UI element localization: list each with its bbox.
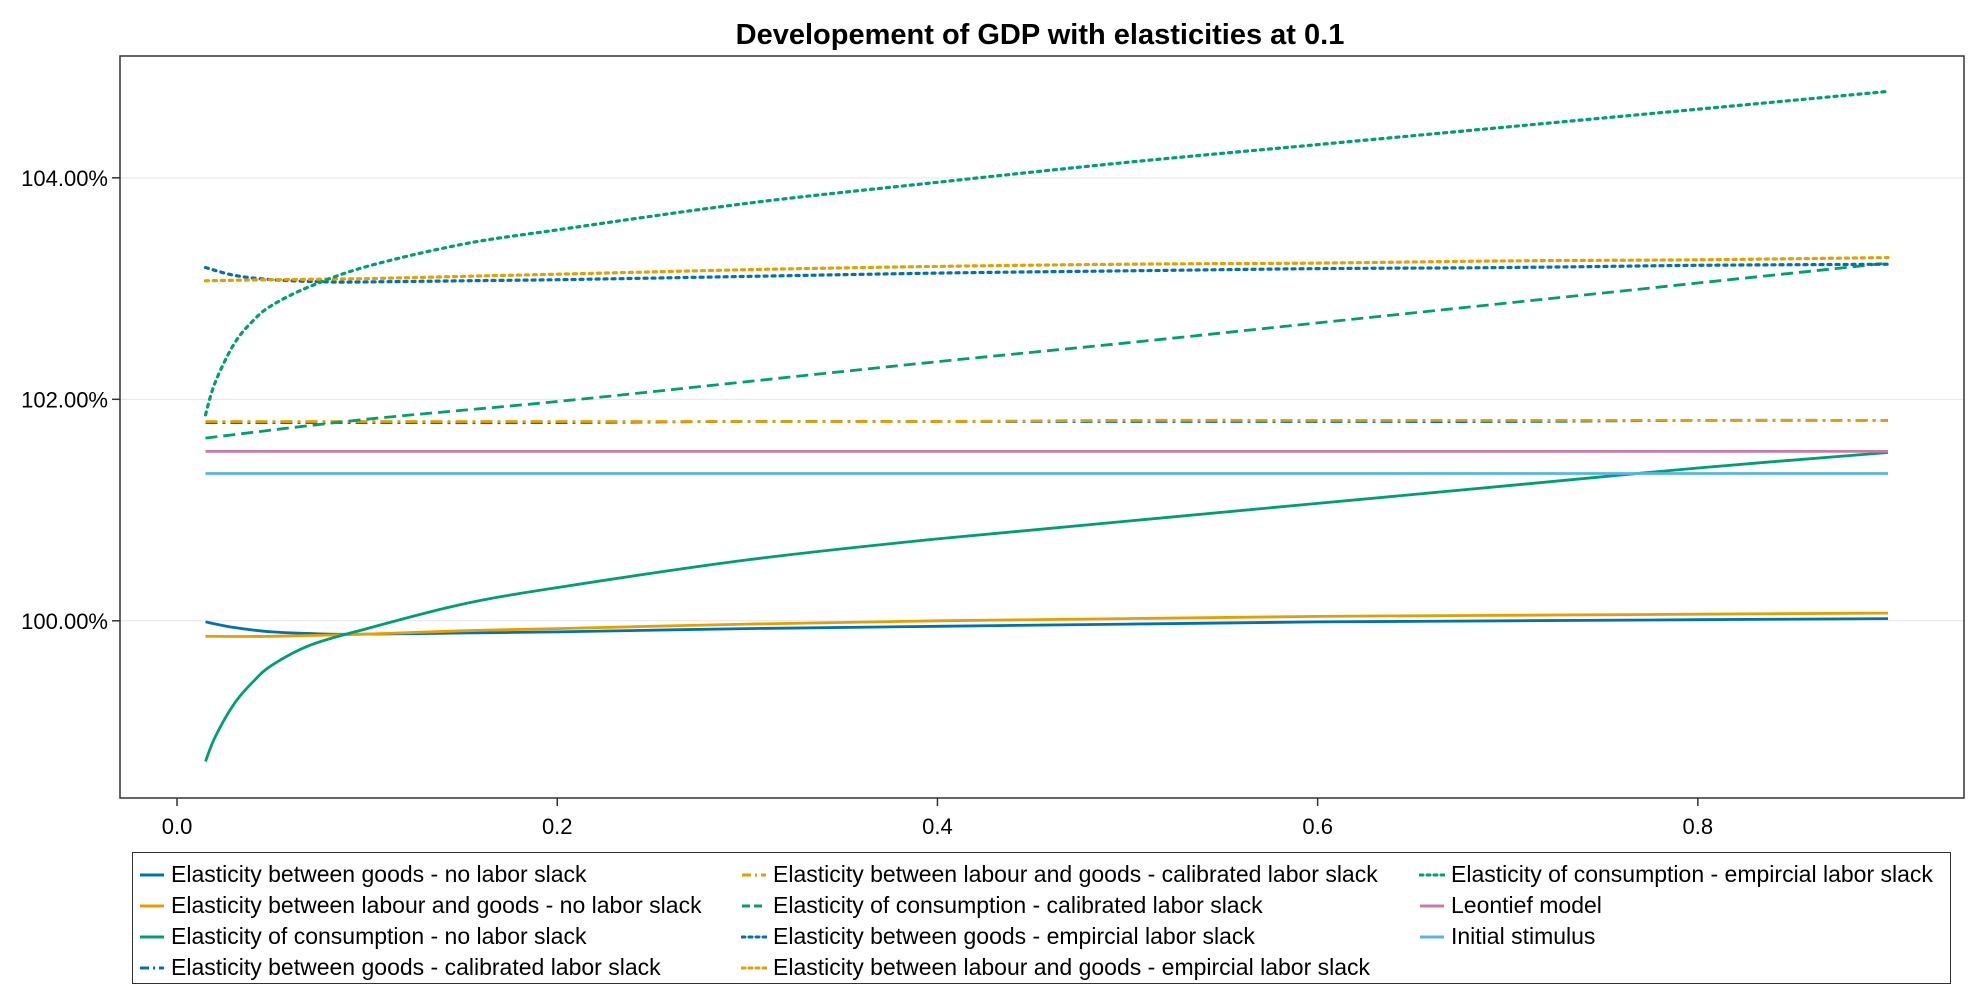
series-line-6 [205,261,1889,440]
legend: Elasticity between goods - no labor slac… [132,852,1951,984]
chart: Developement of GDP with elasticities at… [21,19,1965,839]
legend-label: Elasticity between goods - empircial lab… [773,923,1255,949]
x-tick-label: 0.6 [1302,814,1333,839]
legend-label: Elasticity between labour and goods - no… [171,892,702,918]
legend-item: Elasticity between labour and goods - no… [139,890,702,921]
legend-item: Leontief model [1419,890,1933,921]
legend-item: Elasticity of consumption - calibrated l… [741,890,1378,921]
legend-label: Leontief model [1451,892,1602,918]
legend-swatch [140,904,164,907]
y-tick-label: 102.00% [21,387,108,412]
chart-title: Developement of GDP with elasticities at… [736,19,1345,51]
series-line-9 [203,89,1890,417]
legend-label: Initial stimulus [1451,923,1596,949]
axes: 100.00% 102.00% 104.00% 0.0 0.2 0.4 0.6 0.8 [21,166,1713,839]
legend-swatch [742,873,766,876]
x-tick-label: 0.8 [1683,814,1714,839]
legend-item: Elasticity between goods - calibrated la… [139,952,702,983]
y-tick-label: 104.00% [21,166,108,191]
legend-label: Elasticity between labour and goods - ca… [773,861,1378,887]
series-line-8 [203,256,1890,283]
plot-frame [119,55,1965,799]
legend-item: Elasticity of consumption - no labor sla… [139,921,702,952]
legend-column-1: Elasticity between goods - no labor slac… [139,859,702,983]
legend-label: Elasticity of consumption - calibrated l… [773,892,1263,918]
legend-swatch [1420,935,1444,938]
legend-swatch [140,966,164,969]
legend-swatch [1420,904,1444,907]
legend-label: Elasticity of consumption - empircial la… [1451,861,1933,887]
legend-swatch [140,935,164,938]
legend-label: Elasticity between goods - calibrated la… [171,954,661,980]
legend-item: Elasticity between goods - empircial lab… [741,921,1378,952]
grid [120,177,1964,622]
x-tick-label: 0.0 [162,814,193,839]
series-line-2 [205,611,1889,638]
x-tick-label: 0.4 [922,814,953,839]
series-line-5 [205,418,1888,423]
legend-column-2: Elasticity between labour and goods - ca… [741,859,1378,983]
legend-swatch [741,935,767,938]
legend-label: Elasticity between goods - no labor slac… [171,861,587,887]
legend-label: Elasticity between labour and goods - em… [773,954,1371,980]
legend-item: Initial stimulus [1419,921,1933,952]
legend-swatch [741,966,767,969]
series-line-7 [203,262,1890,284]
series-lines [203,89,1890,763]
legend-swatch [1419,873,1445,876]
legend-item: Elasticity of consumption - empircial la… [1419,859,1933,890]
legend-item: Elasticity between labour and goods - em… [741,952,1378,983]
legend-label: Elasticity of consumption - no labor sla… [171,923,587,949]
legend-item: Elasticity between labour and goods - ca… [741,859,1378,890]
legend-item: Elasticity between goods - no labor slac… [139,859,702,890]
series-line-3 [204,451,1889,763]
y-tick-label: 100.00% [21,609,108,634]
legend-column-3: Elasticity of consumption - empircial la… [1419,859,1933,952]
x-tick-label: 0.2 [542,814,573,839]
legend-swatch [742,904,766,907]
legend-swatch [140,873,164,876]
